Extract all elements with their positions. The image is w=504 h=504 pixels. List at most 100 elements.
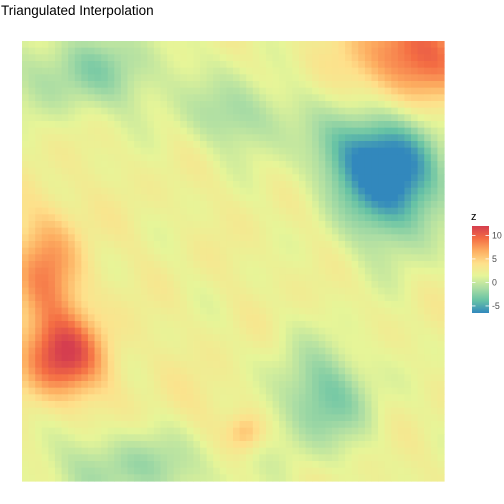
heatmap-cell: [292, 154, 300, 162]
heatmap-cell: [338, 441, 346, 449]
heatmap-cell: [233, 281, 241, 289]
heatmap-cell: [252, 434, 260, 442]
heatmap-cell: [213, 307, 221, 315]
heatmap-cell: [404, 261, 412, 269]
heatmap-cell: [371, 134, 379, 142]
heatmap-cell: [35, 61, 43, 69]
heatmap-cell: [345, 314, 353, 322]
heatmap-cell: [233, 354, 241, 362]
heatmap-cell: [200, 334, 208, 342]
heatmap-cell: [312, 81, 320, 89]
heatmap-cell: [305, 127, 313, 135]
heatmap-cell: [200, 394, 208, 402]
heatmap-cell: [272, 41, 280, 49]
heatmap-cell: [226, 201, 234, 209]
heatmap-cell: [265, 394, 274, 402]
heatmap-cell: [94, 194, 102, 202]
heatmap-cell: [35, 201, 43, 209]
heatmap-cell: [285, 261, 293, 269]
heatmap-cell: [351, 147, 359, 155]
heatmap-cell: [338, 134, 346, 142]
heatmap-cell: [180, 334, 188, 342]
heatmap-cell: [384, 207, 392, 215]
heatmap-cell: [430, 294, 438, 302]
heatmap-cell: [371, 407, 379, 415]
heatmap-cell: [81, 181, 89, 189]
heatmap-cell: [318, 41, 326, 49]
heatmap-cell: [246, 61, 254, 69]
heatmap-cell: [173, 374, 181, 382]
heatmap-cell: [265, 267, 274, 275]
heatmap-cell: [378, 221, 386, 229]
heatmap-cell: [437, 167, 445, 175]
heatmap-cell: [153, 141, 162, 149]
heatmap-cell: [279, 307, 287, 315]
heatmap-cell: [252, 307, 260, 315]
heatmap-cell: [345, 254, 353, 262]
heatmap-cell: [312, 201, 320, 209]
heatmap-cell: [48, 207, 56, 215]
heatmap-cell: [22, 187, 30, 195]
heatmap-cell: [371, 154, 379, 162]
heatmap-cell: [48, 467, 56, 475]
heatmap-cell: [298, 41, 307, 49]
heatmap-cell: [397, 261, 406, 269]
heatmap-cell: [160, 381, 168, 389]
heatmap-cell: [28, 54, 36, 62]
heatmap-cell: [54, 294, 63, 302]
heatmap-cell: [41, 421, 49, 429]
heatmap-cell: [292, 127, 300, 135]
heatmap-cell: [305, 314, 313, 322]
heatmap-cell: [239, 401, 247, 409]
heatmap-cell: [74, 414, 82, 422]
heatmap-cell: [213, 327, 221, 335]
heatmap-cell: [213, 121, 221, 129]
heatmap-cell: [252, 467, 260, 475]
heatmap-cell: [298, 94, 307, 102]
heatmap-cell: [193, 54, 201, 62]
heatmap-cell: [318, 314, 326, 322]
heatmap-cell: [48, 187, 56, 195]
heatmap-cell: [259, 214, 267, 222]
heatmap-cell: [48, 474, 56, 482]
heatmap-cell: [153, 227, 162, 235]
heatmap-cell: [252, 114, 260, 122]
heatmap-cell: [233, 227, 241, 235]
heatmap-cell: [430, 374, 438, 382]
heatmap-cell: [411, 367, 419, 375]
heatmap-cell: [101, 107, 109, 115]
heatmap-cell: [371, 474, 379, 482]
heatmap-cell: [140, 274, 148, 282]
heatmap-cell: [160, 81, 168, 89]
heatmap-cell: [318, 147, 326, 155]
heatmap-cell: [147, 414, 155, 422]
heatmap-cell: [424, 267, 432, 275]
heatmap-cell: [87, 47, 96, 55]
heatmap-cell: [246, 434, 254, 442]
heatmap-cell: [318, 454, 326, 462]
heatmap-cell: [417, 194, 425, 202]
heatmap-cell: [378, 314, 386, 322]
heatmap-cell: [180, 301, 188, 309]
heatmap-cell: [140, 434, 148, 442]
heatmap-cell: [94, 54, 102, 62]
heatmap-cell: [173, 201, 181, 209]
heatmap-cell: [147, 354, 155, 362]
heatmap-cell: [81, 221, 89, 229]
heatmap-cell: [430, 421, 438, 429]
heatmap-cell: [206, 54, 214, 62]
heatmap-cell: [424, 261, 432, 269]
heatmap-cell: [318, 447, 326, 455]
heatmap-cell: [35, 107, 43, 115]
heatmap-cell: [246, 47, 254, 55]
heatmap-cell: [325, 267, 333, 275]
heatmap-cell: [206, 367, 214, 375]
heatmap-cell: [345, 181, 353, 189]
heatmap-cell: [397, 227, 406, 235]
heatmap-cell: [417, 201, 425, 209]
heatmap-cell: [101, 461, 109, 469]
heatmap-cell: [285, 434, 293, 442]
heatmap-cell: [213, 434, 221, 442]
heatmap-cell: [404, 101, 412, 109]
heatmap-cell: [358, 407, 366, 415]
